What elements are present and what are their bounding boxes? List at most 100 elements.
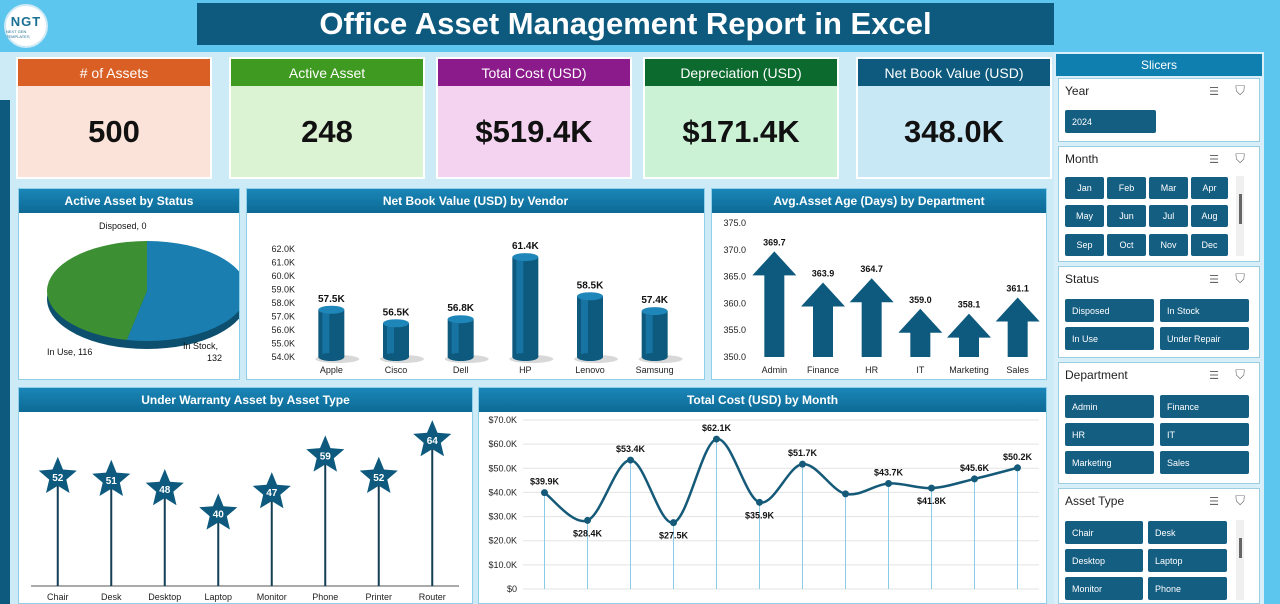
pie-label-disposed: Disposed, 0 bbox=[99, 221, 147, 231]
monthly-data-label: $62.1K bbox=[702, 423, 732, 433]
slicer-button-month[interactable]: May bbox=[1065, 205, 1104, 227]
slicer-button-asset-type[interactable]: Monitor bbox=[1065, 577, 1143, 600]
y-tick-label: 375.0 bbox=[723, 218, 746, 228]
slicer-button-asset-type[interactable]: Phone bbox=[1148, 577, 1227, 600]
vendor-x-label: Cisco bbox=[385, 365, 408, 375]
monthly-data-label: $39.9K bbox=[530, 477, 560, 487]
vendor-x-label: Lenovo bbox=[575, 365, 605, 375]
vendor-bar-highlight bbox=[322, 309, 330, 357]
age-arrow bbox=[801, 282, 845, 357]
warranty-star bbox=[145, 469, 184, 506]
slicer-scroll-thumb[interactable] bbox=[1239, 194, 1242, 224]
slicer-button-month[interactable]: Nov bbox=[1149, 234, 1188, 256]
clear-filter-icon[interactable]: ⛉ bbox=[1235, 271, 1245, 286]
slicer-button-month[interactable]: Jan bbox=[1065, 177, 1104, 199]
slicer-label: Year bbox=[1065, 84, 1090, 98]
slicer-button-month[interactable]: Jul bbox=[1149, 205, 1188, 227]
slicer-scroll-thumb[interactable] bbox=[1239, 538, 1242, 558]
monthly-point bbox=[756, 498, 763, 506]
slicer-button-month[interactable]: Apr bbox=[1191, 177, 1228, 199]
slicer-label: Asset Type bbox=[1065, 494, 1125, 508]
decorative-strip bbox=[0, 100, 10, 604]
warranty-x-label: Phone bbox=[312, 592, 338, 602]
monthly-data-label: $53.4K bbox=[616, 444, 646, 454]
page-title: Office Asset Management Report in Excel bbox=[197, 3, 1054, 45]
slicer-button-month[interactable]: Oct bbox=[1107, 234, 1146, 256]
vendor-bar-highlight bbox=[451, 319, 459, 357]
vendor-bar bbox=[447, 319, 474, 357]
kpi-card-total-cost: Total Cost (USD) $519.4K bbox=[436, 57, 632, 179]
multi-select-icon[interactable]: ☰ bbox=[1209, 154, 1219, 166]
vendor-data-label: 57.4K bbox=[641, 295, 668, 306]
monthly-point bbox=[885, 479, 892, 487]
pie-label-in-stock: In Stock, 132 bbox=[183, 341, 222, 363]
slicer-button-department[interactable]: Admin bbox=[1065, 395, 1154, 418]
status-pie-chart: Disposed, 0 In Use, 116 In Stock, 132 bbox=[47, 221, 239, 363]
warranty-data-label: 47 bbox=[266, 488, 278, 499]
slicer-button-month[interactable]: Feb bbox=[1107, 177, 1146, 199]
monthly-point bbox=[670, 519, 677, 527]
slicer-button-department[interactable]: Sales bbox=[1160, 451, 1249, 474]
monthly-data-label: $27.5K bbox=[659, 531, 689, 541]
age-arrow bbox=[995, 297, 1040, 357]
warranty-x-label: Router bbox=[419, 592, 446, 602]
slicer-button-department[interactable]: HR bbox=[1065, 423, 1154, 446]
multi-select-icon[interactable]: ☰ bbox=[1209, 274, 1219, 286]
y-tick-label: 58.0K bbox=[271, 298, 295, 308]
clear-filter-icon[interactable]: ⛉ bbox=[1235, 83, 1245, 98]
slicer-button-department[interactable]: Marketing bbox=[1065, 451, 1154, 474]
vendor-bar-chart: 54.0K 55.0K 56.0K 57.0K 58.0K 59.0K 60.0K 61.0K… bbox=[271, 241, 683, 375]
clear-filter-icon[interactable]: ⛉ bbox=[1235, 493, 1245, 508]
clear-filter-icon[interactable]: ⛉ bbox=[1235, 367, 1245, 382]
multi-select-icon[interactable]: ☰ bbox=[1209, 370, 1219, 382]
multi-select-icon[interactable]: ☰ bbox=[1209, 496, 1219, 508]
slicer-scrollbar[interactable] bbox=[1236, 520, 1244, 600]
multi-select-icon[interactable]: ☰ bbox=[1209, 86, 1219, 98]
slicer-button-department[interactable]: IT bbox=[1160, 423, 1249, 446]
slicer-label: Department bbox=[1065, 368, 1128, 382]
kpi-value: 500 bbox=[18, 86, 210, 177]
vendor-data-label: 61.4K bbox=[512, 241, 539, 252]
slicer-button-month[interactable]: Dec bbox=[1191, 234, 1228, 256]
kpi-card-active: Active Asset 248 bbox=[229, 57, 425, 179]
warranty-star-chart: 52 Chair 51 Desk 48 Desktop 40 Laptop 47 Monitor 5… bbox=[31, 420, 459, 602]
slicer-button-asset-type[interactable]: Laptop bbox=[1148, 549, 1227, 572]
warranty-data-label: 51 bbox=[106, 476, 118, 487]
slicer-button-status[interactable]: Under Repair bbox=[1160, 327, 1249, 350]
logo-subtext: NEXT GEN TEMPLATES bbox=[6, 28, 30, 39]
y-tick-label: 60.0K bbox=[271, 271, 295, 281]
kpi-label: Active Asset bbox=[231, 59, 423, 86]
vendor-bar-cap bbox=[577, 292, 603, 301]
pie-slice-in-use bbox=[47, 241, 147, 340]
slicer-button-department[interactable]: Finance bbox=[1160, 395, 1249, 418]
slicer-button-asset-type[interactable]: Desktop bbox=[1065, 549, 1143, 572]
kpi-label: Depreciation (USD) bbox=[645, 59, 837, 86]
slicer-button-status[interactable]: In Stock bbox=[1160, 299, 1249, 322]
y-tick-label: $40.0K bbox=[488, 487, 517, 497]
slicer-button-asset-type[interactable]: Chair bbox=[1065, 521, 1143, 544]
monthly-cost-panel: Total Cost (USD) by Month $0 $10.0K $20.0K… bbox=[478, 387, 1047, 604]
vendor-bar-cap bbox=[383, 319, 409, 328]
y-tick-label: 56.0K bbox=[271, 325, 295, 335]
vendor-bar-highlight bbox=[387, 323, 394, 357]
kpi-label: # of Assets bbox=[18, 59, 210, 86]
y-tick-label: $70.0K bbox=[488, 415, 517, 425]
vendor-data-label: 58.5K bbox=[577, 280, 604, 291]
slicer-button-month[interactable]: Jun bbox=[1107, 205, 1146, 227]
age-arrow bbox=[752, 251, 797, 357]
monthly-line-chart: $0 $10.0K $20.0K $30.0K $40.0K $50.0K $60.0K $7… bbox=[488, 415, 1039, 594]
clear-filter-icon[interactable]: ⛉ bbox=[1235, 151, 1245, 166]
monthly-data-label: $28.4K bbox=[573, 528, 603, 538]
kpi-card-depreciation: Depreciation (USD) $171.4K bbox=[643, 57, 839, 179]
monthly-point bbox=[627, 456, 634, 464]
slicer-button-status[interactable]: Disposed bbox=[1065, 299, 1154, 322]
slicer-button-status[interactable]: In Use bbox=[1065, 327, 1154, 350]
slicer-button-month[interactable]: Sep bbox=[1065, 234, 1104, 256]
vendor-bar-cap bbox=[641, 307, 668, 316]
slicer-button-month[interactable]: Aug bbox=[1191, 205, 1228, 227]
age-data-label: 359.0 bbox=[909, 295, 932, 305]
slicer-button-month[interactable]: Mar bbox=[1149, 177, 1188, 199]
slicer-button-year[interactable]: 2024 bbox=[1065, 110, 1156, 133]
slicer-button-asset-type[interactable]: Desk bbox=[1148, 521, 1227, 544]
